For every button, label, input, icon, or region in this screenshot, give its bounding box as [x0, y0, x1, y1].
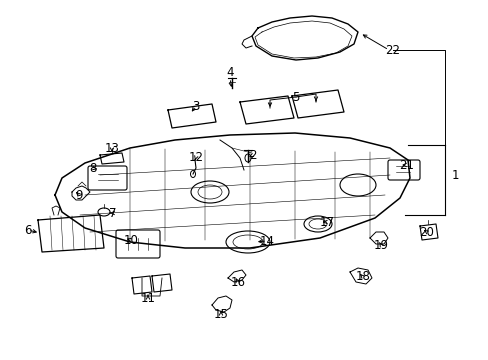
- Text: 11: 11: [140, 292, 155, 305]
- Text: 7: 7: [109, 207, 117, 220]
- Text: 12: 12: [188, 150, 203, 163]
- Text: 9: 9: [75, 189, 82, 202]
- Text: 14: 14: [259, 234, 274, 248]
- Text: 21: 21: [399, 158, 414, 171]
- Text: 19: 19: [373, 239, 387, 252]
- Text: 6: 6: [24, 224, 32, 237]
- Text: 4: 4: [226, 66, 233, 78]
- Text: 13: 13: [104, 141, 119, 154]
- Text: 15: 15: [213, 309, 228, 321]
- Text: 3: 3: [192, 99, 199, 113]
- Text: 18: 18: [355, 270, 370, 284]
- Text: 20: 20: [419, 225, 433, 239]
- Text: 8: 8: [89, 162, 97, 175]
- Text: 17: 17: [319, 216, 334, 229]
- Text: 1: 1: [450, 168, 458, 181]
- Text: 2: 2: [249, 149, 256, 162]
- Text: 10: 10: [123, 234, 138, 247]
- Text: 5: 5: [292, 90, 299, 104]
- Text: 16: 16: [230, 276, 245, 289]
- Text: 22: 22: [385, 44, 400, 57]
